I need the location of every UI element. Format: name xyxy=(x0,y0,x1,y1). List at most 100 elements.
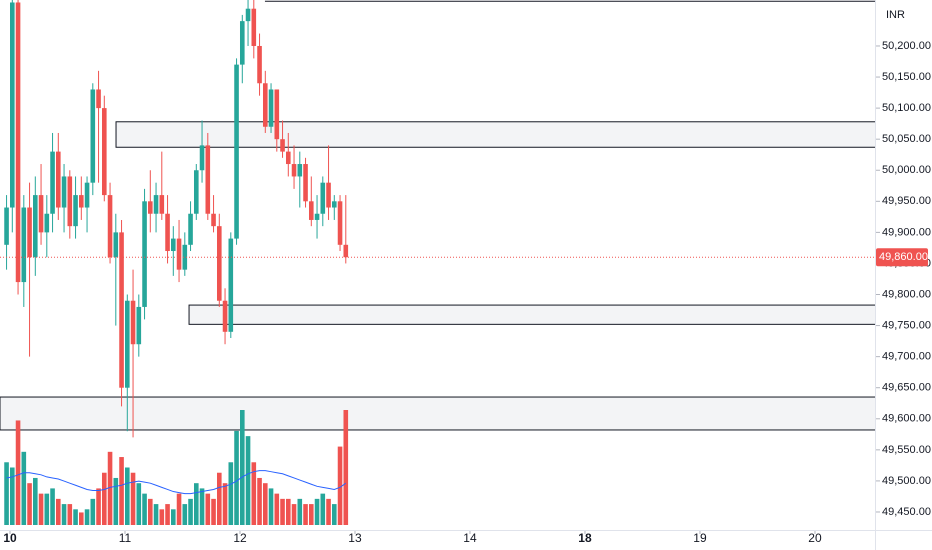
candle-body xyxy=(27,207,32,258)
volume-bar xyxy=(314,498,320,525)
volume-bar xyxy=(234,430,239,525)
volume-bar xyxy=(308,504,314,525)
candle-body xyxy=(159,195,165,214)
volume-bar xyxy=(193,483,199,525)
candle-body xyxy=(239,21,245,65)
volume-bar xyxy=(15,420,21,525)
y-tick-label: 50,200.00 xyxy=(882,40,931,52)
volume-bar xyxy=(56,498,61,525)
volume-bar xyxy=(50,488,55,525)
volume-bar xyxy=(274,493,280,525)
y-tick-label: 49,650.00 xyxy=(882,382,931,394)
candle-body xyxy=(320,182,326,214)
volume-bar xyxy=(228,462,234,525)
candle-body xyxy=(257,45,262,84)
candle-body xyxy=(44,213,50,233)
x-tick-label: 18 xyxy=(578,531,592,545)
plot-area xyxy=(0,0,875,525)
axes: 49,450.00 49,500.00 49,550.00 49,600.00 49,6… xyxy=(3,40,931,545)
candle-body xyxy=(297,164,303,177)
candle-body xyxy=(147,201,153,214)
volume-bar xyxy=(170,509,176,525)
volume-bar xyxy=(251,462,257,525)
y-tick-label: 49,450.00 xyxy=(882,506,931,518)
candle-body xyxy=(50,151,55,214)
y-tick-label: 50,000.00 xyxy=(882,164,931,176)
volume-bar xyxy=(285,498,291,525)
y-tick-label: 49,700.00 xyxy=(882,351,931,363)
volume-bar xyxy=(262,483,268,525)
volume-bar xyxy=(4,462,9,525)
volume-bar xyxy=(245,436,251,525)
candle-body xyxy=(79,195,84,208)
currency-label: INR xyxy=(886,9,905,21)
volume-bar xyxy=(119,457,124,525)
zone xyxy=(188,304,875,325)
candle-body xyxy=(268,89,274,127)
candle-body xyxy=(193,170,199,214)
candle-body xyxy=(205,145,211,214)
candle-body xyxy=(337,201,343,245)
candle-body xyxy=(228,238,234,332)
volume-bar xyxy=(79,512,84,525)
candle-body xyxy=(303,164,308,202)
x-tick-label: 13 xyxy=(348,531,362,545)
candle-body xyxy=(153,195,159,214)
volume-bar xyxy=(257,477,262,525)
volume-bar xyxy=(297,498,303,525)
y-tick-label: 49,800.00 xyxy=(882,288,931,300)
volume-bar xyxy=(326,498,331,525)
volume-bar xyxy=(320,493,326,525)
candle-body xyxy=(84,182,90,208)
x-tick-label: 20 xyxy=(808,531,822,545)
volume-bar xyxy=(90,498,96,525)
candle-body xyxy=(124,300,130,388)
candle-body xyxy=(4,207,9,245)
volume-bar xyxy=(239,410,245,525)
volume-bar xyxy=(44,493,50,525)
y-tick-label: 50,100.00 xyxy=(882,102,931,114)
volume-bar xyxy=(142,493,147,525)
candle-body xyxy=(326,182,331,208)
volume-bar xyxy=(73,509,78,525)
candle-body xyxy=(216,226,222,301)
volume-bar xyxy=(33,477,38,525)
candle-body xyxy=(56,151,61,208)
volume-bar xyxy=(136,483,142,525)
candle-body xyxy=(113,232,119,258)
y-tick-label: 49,750.00 xyxy=(882,319,931,331)
last-price-box xyxy=(876,248,928,267)
last-price-label: 49,860.00 xyxy=(879,251,928,263)
y-tick-label: 49,550.00 xyxy=(882,444,931,456)
candle-body xyxy=(102,108,107,196)
candle-body xyxy=(285,151,291,165)
candle-body xyxy=(245,8,251,22)
candle-body xyxy=(107,195,113,258)
volume-bar xyxy=(303,504,308,525)
volume-bar xyxy=(205,493,211,525)
volume-bar xyxy=(291,504,297,525)
y-tick-label: 49,900.00 xyxy=(882,226,931,238)
volume-bar xyxy=(216,472,222,525)
candle-body xyxy=(211,213,216,227)
volume-bar xyxy=(113,477,119,525)
volume-bar xyxy=(182,504,188,525)
candle-body xyxy=(222,300,228,332)
x-tick-label: 12 xyxy=(233,531,247,545)
y-tick-label: 50,050.00 xyxy=(882,133,931,145)
volume-bar xyxy=(331,504,337,525)
candle-body xyxy=(15,2,21,283)
volume-bar xyxy=(130,472,136,525)
volume-bar xyxy=(10,467,15,525)
candle-body xyxy=(73,195,78,227)
candle-body xyxy=(38,195,44,233)
candle-body xyxy=(199,145,205,171)
candle-body xyxy=(170,238,176,252)
candle-body xyxy=(96,89,101,109)
y-tick-label: 49,950.00 xyxy=(882,195,931,207)
x-tick-label: 14 xyxy=(463,531,477,545)
volume-bar xyxy=(222,483,228,525)
x-tick-label: 10 xyxy=(3,531,17,545)
volume-bar xyxy=(61,504,67,525)
